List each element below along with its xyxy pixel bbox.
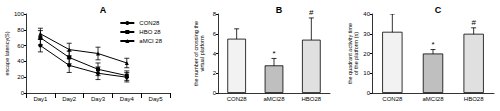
svg-text:0: 0: [21, 90, 25, 96]
svg-text:of the platform (s): of the platform (s): [353, 32, 359, 75]
svg-text:CON28: CON28: [227, 96, 248, 102]
svg-text:HBO28: HBO28: [301, 96, 321, 102]
svg-text:60: 60: [17, 43, 24, 49]
svg-text:aMCI 28: aMCI 28: [139, 38, 162, 44]
svg-text:#: #: [309, 8, 314, 17]
svg-text:B: B: [276, 5, 283, 15]
svg-text:0: 0: [213, 90, 217, 96]
svg-text:#: #: [471, 18, 476, 27]
svg-text:4: 4: [213, 51, 217, 57]
svg-text:80: 80: [17, 27, 24, 33]
svg-text:20: 20: [363, 51, 370, 57]
svg-text:40: 40: [17, 58, 24, 64]
svg-text:6: 6: [213, 31, 217, 37]
svg-text:A: A: [100, 5, 107, 15]
svg-text:virtual platform: virtual platform: [199, 35, 205, 71]
svg-text:aMCI28: aMCI28: [422, 96, 444, 102]
svg-text:escape latency(S): escape latency(S): [4, 31, 10, 75]
svg-text:0: 0: [367, 90, 371, 96]
svg-text:Day2: Day2: [62, 96, 77, 102]
svg-text:*: *: [272, 49, 275, 58]
svg-text:HBO28: HBO28: [464, 96, 484, 102]
svg-text:Day5: Day5: [149, 96, 164, 102]
svg-text:the number of crossing the: the number of crossing the: [193, 20, 199, 87]
svg-text:8: 8: [213, 11, 217, 17]
svg-text:CON28: CON28: [139, 20, 160, 26]
svg-text:CON28: CON28: [382, 96, 403, 102]
svg-text:Day3: Day3: [91, 96, 106, 102]
svg-text:the quadrant activity time: the quadrant activity time: [347, 22, 353, 85]
svg-text:10: 10: [363, 70, 370, 76]
svg-text:30: 30: [363, 31, 370, 37]
svg-text:2: 2: [213, 70, 217, 76]
svg-text:20: 20: [17, 74, 24, 80]
svg-text:*: *: [431, 40, 434, 49]
svg-text:100: 100: [14, 11, 25, 17]
svg-text:40: 40: [363, 11, 370, 17]
svg-text:HBO 28: HBO 28: [139, 29, 161, 35]
svg-text:Day1: Day1: [33, 96, 48, 102]
svg-text:Day4: Day4: [120, 96, 135, 102]
svg-text:C: C: [435, 5, 442, 15]
svg-text:aMCI28: aMCI28: [263, 96, 285, 102]
